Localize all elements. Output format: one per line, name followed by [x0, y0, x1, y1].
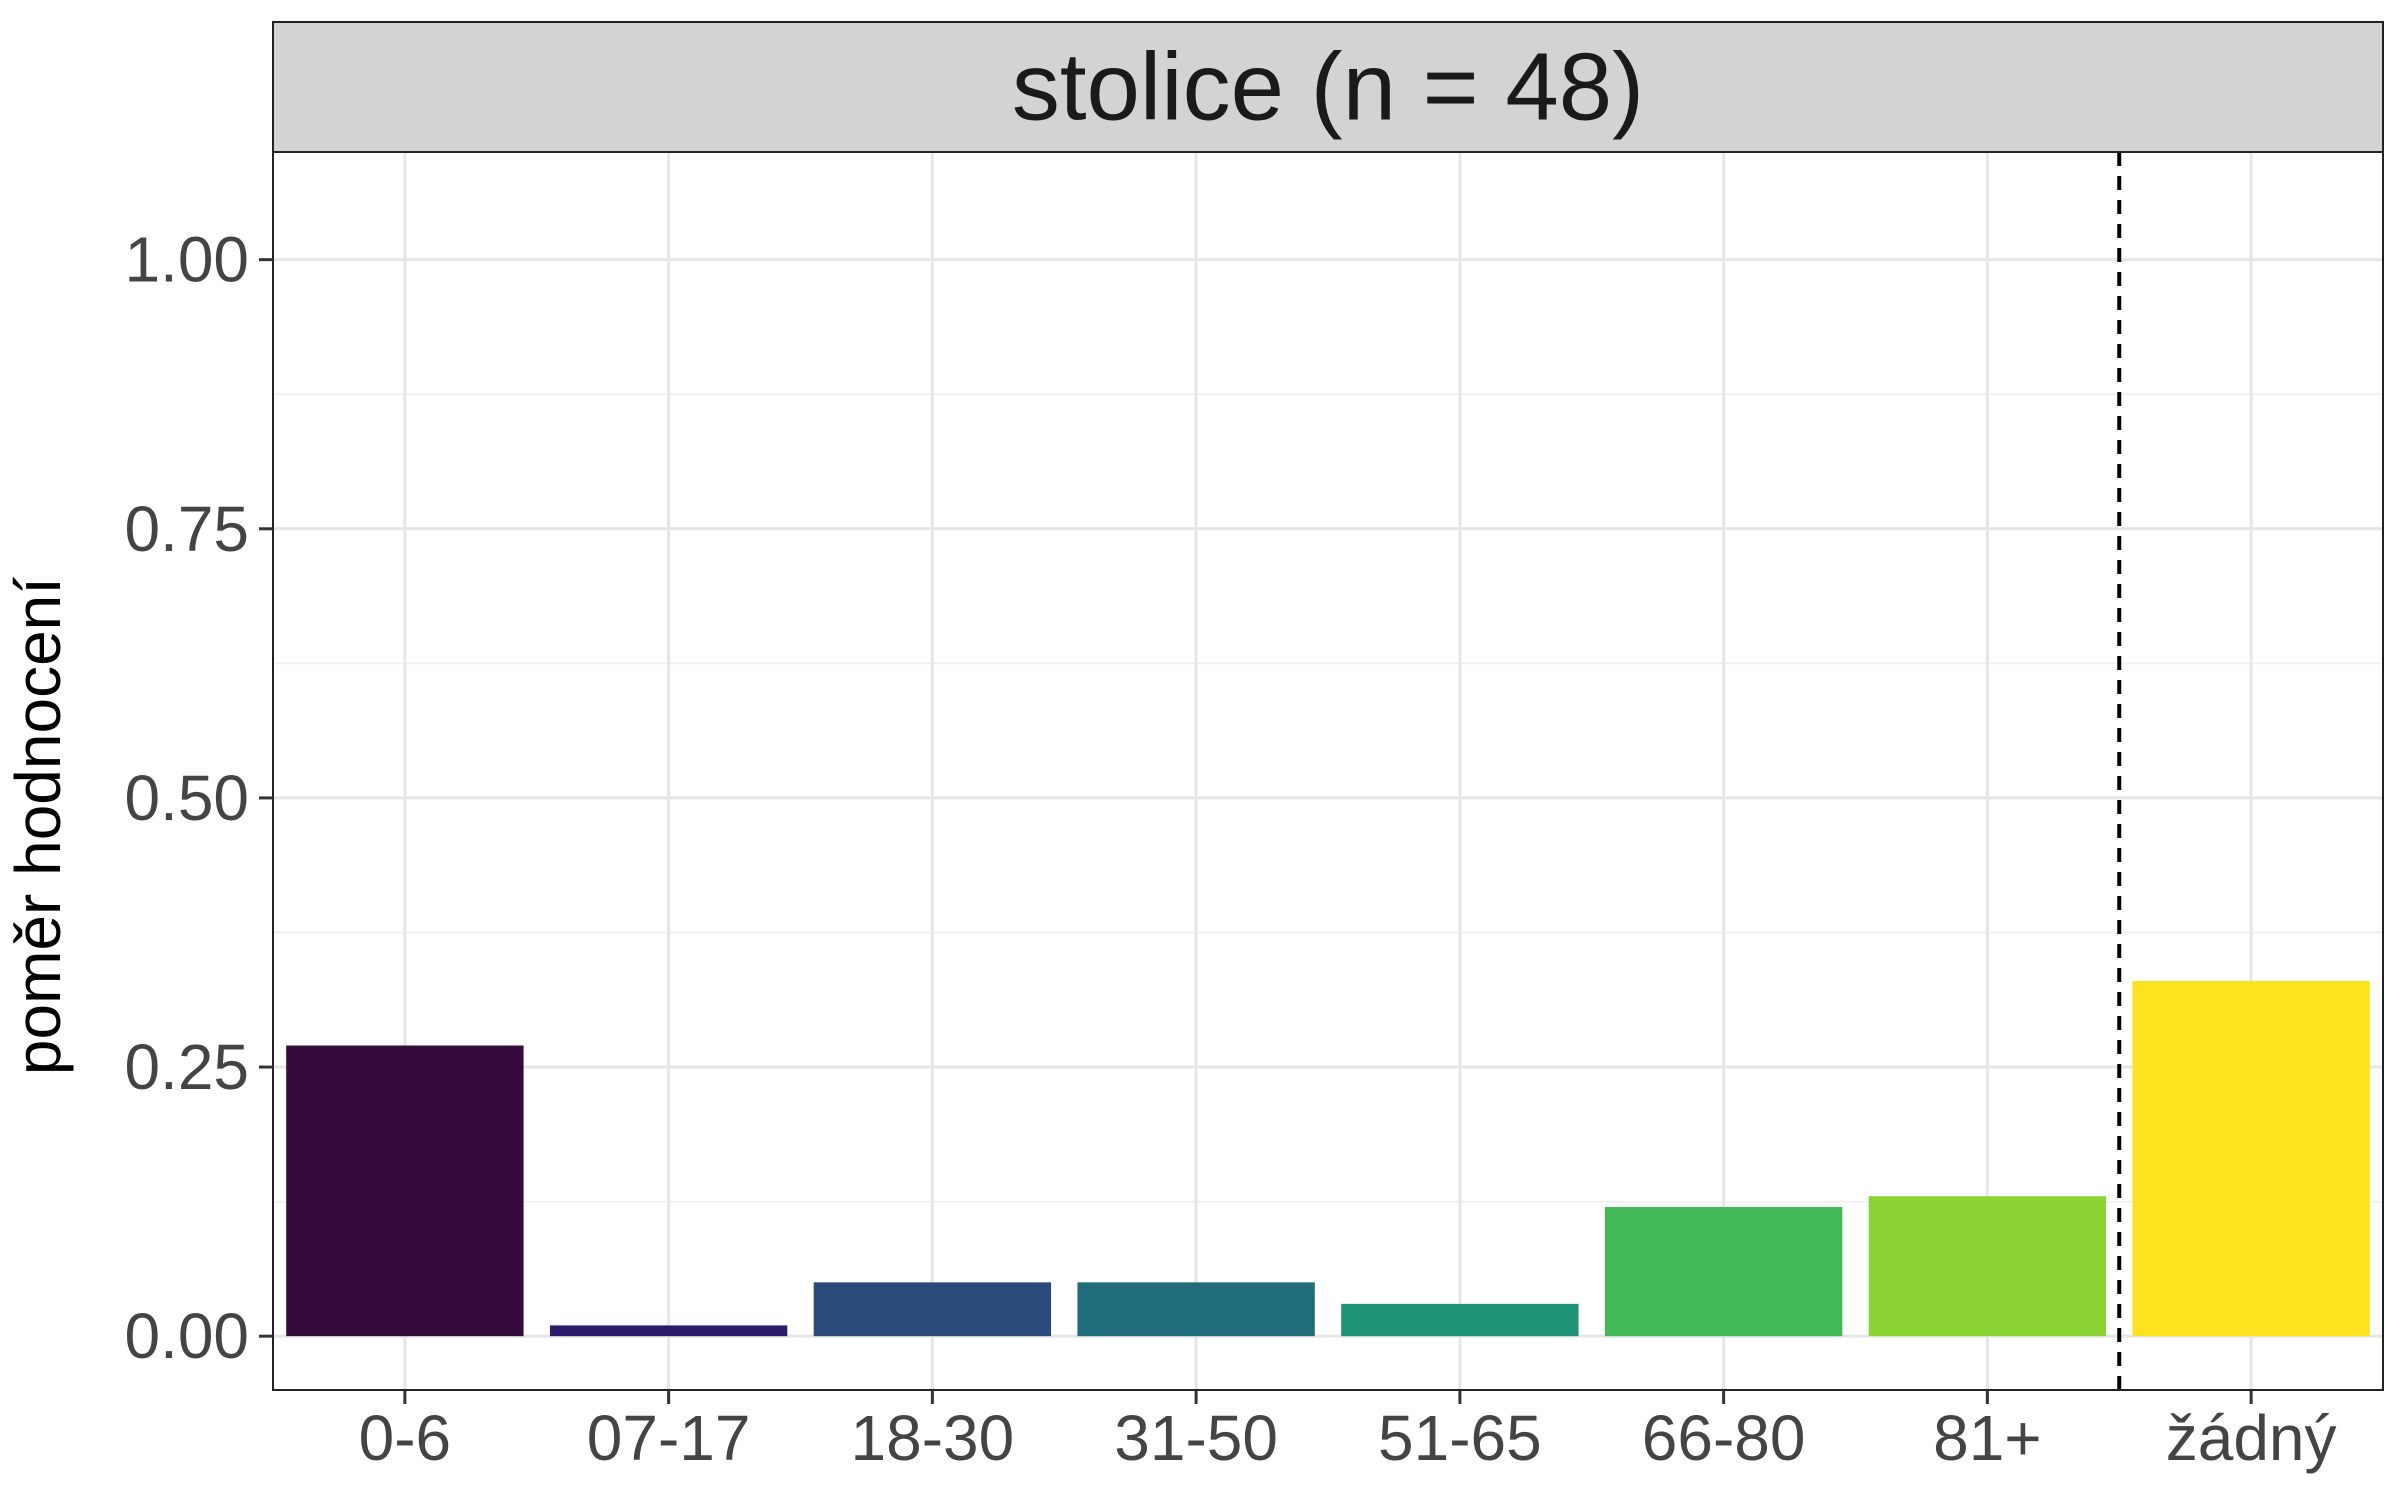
- y-axis-title: poměr hodnocení: [2, 577, 74, 1075]
- bars: [286, 980, 2370, 1337]
- y-tick-label: 0.75: [124, 493, 249, 565]
- bar-66-80: [1604, 1206, 1843, 1337]
- x-tick-label: žádný: [2166, 1402, 2337, 1474]
- y-tick-label: 0.50: [124, 762, 249, 834]
- facet-strip-background: [272, 21, 2384, 153]
- y-tick-label: 1.00: [124, 224, 249, 296]
- x-tick-label: 18-30: [851, 1402, 1015, 1474]
- y-axis: 0.00 0.25 0.50 0.75 1.00: [124, 224, 273, 1372]
- y-tick-label: 0.00: [124, 1300, 249, 1372]
- bar-81+: [1868, 1196, 2107, 1337]
- x-tick-label: 51-65: [1378, 1402, 1542, 1474]
- y-tick-label: 0.25: [124, 1031, 249, 1103]
- facet-title: stolice (n = 48): [1012, 34, 1644, 141]
- facet-strip: stolice (n = 48): [272, 21, 2384, 153]
- x-tick-label: 81+: [1933, 1402, 2042, 1474]
- bar-žádný: [2132, 980, 2370, 1337]
- bar-07-17: [549, 1325, 788, 1337]
- bar-0-6: [286, 1045, 524, 1337]
- x-tick-label: 07-17: [587, 1402, 751, 1474]
- x-axis: 0-6 07-17 18-30 31-50 51-65 66-80 81+ žádný: [359, 1390, 2337, 1474]
- bar-18-30: [813, 1282, 1052, 1337]
- x-tick-label: 31-50: [1114, 1402, 1278, 1474]
- x-tick-label: 0-6: [359, 1402, 452, 1474]
- x-tick-label: 66-80: [1642, 1402, 1806, 1474]
- bar-31-50: [1077, 1282, 1315, 1337]
- bar-51-65: [1341, 1303, 1579, 1337]
